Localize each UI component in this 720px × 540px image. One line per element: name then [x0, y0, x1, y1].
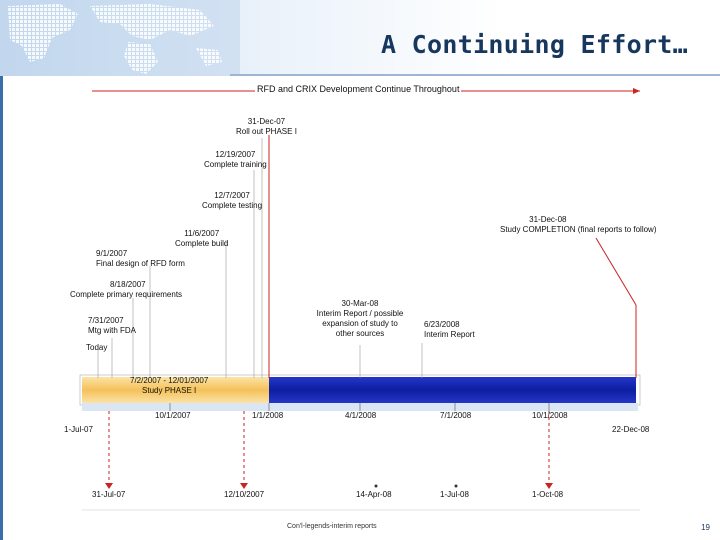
milestone-interim-report: 6/23/2008 Interim Report [424, 320, 475, 339]
milestone-testing: 12/7/2007 Complete testing [202, 191, 263, 210]
lower-date-label: 12/10/2007 [224, 490, 265, 499]
phase2-bar [269, 377, 636, 403]
lower-drop-arrows [105, 483, 553, 489]
milestone-build: 11/6/2007 Complete build [175, 229, 229, 248]
milestone-design: 9/1/2007 Final design of RFD form [96, 249, 185, 268]
slide-title: A Continuing Effort… [380, 30, 688, 59]
lower-dots [374, 484, 458, 488]
completion-leader [595, 237, 637, 306]
lower-date-label: 31-Jul-07 [92, 490, 126, 499]
header-divider [230, 74, 720, 76]
throughout-banner: RFD and CRIX Development Continue Throug… [255, 84, 462, 94]
slide-header: A Continuing Effort… [0, 0, 720, 76]
axis-tick-label: 10/1/2008 [532, 411, 568, 420]
milestone-interim-expansion: 30-Mar-08 Interim Report / possible expa… [316, 299, 404, 338]
milestone-completion: 31-Dec-08 Study COMPLETION (final report… [500, 215, 657, 234]
timeline-start-label: 1-Jul-07 [64, 425, 93, 434]
upper-leader-lines [97, 138, 423, 378]
lower-date-label: 1-Jul-08 [440, 490, 469, 499]
axis-tick-label: 7/1/2008 [440, 411, 472, 420]
milestone-requirements: 8/18/2007 Complete primary requirements [70, 280, 183, 299]
left-accent-bar [0, 76, 3, 540]
milestone-today: Today [86, 343, 108, 352]
axis-ticks [169, 403, 550, 411]
phase1-label: 7/2/2007 - 12/01/2007 Study PHASE I [130, 376, 209, 395]
axis-tick-label: 1/1/2008 [252, 411, 284, 420]
axis-tick-label: 10/1/2007 [155, 411, 191, 420]
globe-map-icon [0, 0, 240, 76]
phase1-bar [82, 377, 269, 403]
milestone-rollout: 31-Dec-07 Roll out PHASE I [236, 117, 297, 136]
lower-date-label: 14-Apr-08 [356, 490, 392, 499]
axis-tick-label: 4/1/2008 [345, 411, 377, 420]
timeline-legend: Con'l-legends-interim reports [287, 523, 377, 530]
lower-drop-lines [108, 411, 550, 483]
page-number: 19 [701, 523, 710, 532]
lower-date-label: 1-Oct-08 [532, 490, 564, 499]
milestone-training: 12/19/2007 Complete training [204, 150, 267, 169]
milestone-fda-meeting: 7/31/2007 Mtg with FDA [88, 316, 137, 335]
timeline-end-label: 22-Dec-08 [612, 425, 650, 434]
